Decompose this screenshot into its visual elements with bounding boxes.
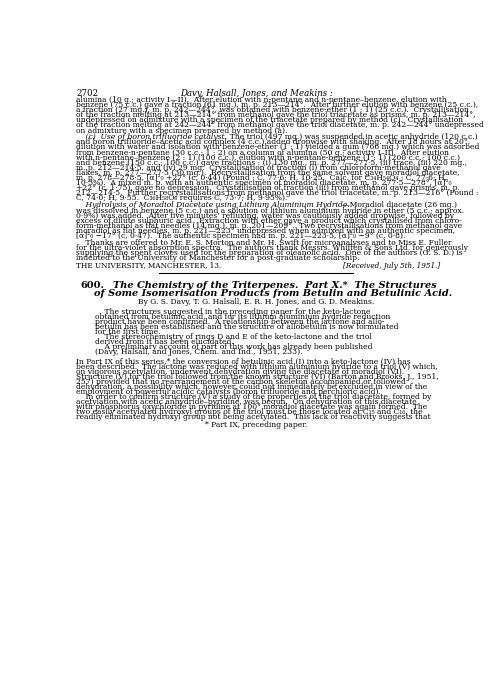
Text: a fraction (27 mg.), m. p. 242—244°, was obtained with benzene-ether (1 : 1) (25: a fraction (27 mg.), m. p. 242—244°, was… [76, 106, 469, 114]
Text: moradiol as flat needles, m. p. 221—223° undepressed when admixed with an authen: moradiol as flat needles, m. p. 221—223°… [76, 227, 455, 235]
Text: supplying the spent cloves used for the preparation of oleanolic acid.  One of t: supplying the spent cloves used for the … [76, 249, 463, 258]
Text: 212—214·5.  Further recrystallisations from methanol gave the triol triacetate, : 212—214·5. Further recrystallisations fr… [76, 189, 478, 197]
Text: acetylation with acetic anhydride–pyridine, was begun.  On dehydration of this d: acetylation with acetic anhydride–pyridi… [76, 398, 416, 406]
Text: 600.: 600. [80, 281, 104, 290]
Text: for the ultra-violet absorption spectra.  The authors thank Messrs. Whiffen & So: for the ultra-violet absorption spectra.… [76, 244, 468, 252]
Text: (Davy, Halsall, and Jones, Chem. and Ind., 1951, 233).: (Davy, Halsall, and Jones, Chem. and Ind… [96, 348, 303, 356]
Text: m. p. 278—278·5, [α]²₀ +27° (c, 0·44) (Found : C, 77·6; H, 10·25.  Calc. for C₃₄: m. p. 278—278·5, [α]²₀ +27° (c, 0·44) (F… [76, 174, 447, 182]
Text: betulin has been established and the structure of allobetulin is now formulated: betulin has been established and the str… [96, 323, 399, 331]
Text: with phosphorus oxychloride in pyridine at 100° moradiol diacetate was again for: with phosphorus oxychloride in pyridine … [76, 403, 428, 411]
Text: for the first time.: for the first time. [96, 328, 161, 336]
Text: 0·9%) was added.  After five minutes’ refluxing, water was cautiously added drop: 0·9%) was added. After five minutes’ ref… [76, 212, 454, 220]
Text: A preliminary account of part of this work has already been published: A preliminary account of part of this wo… [96, 343, 373, 351]
Text: of Some Isomerisation Products from Betulin and Betulinic Acid.: of Some Isomerisation Products from Betu… [94, 289, 452, 298]
Text: of the fraction melting at 242—244° from methanol gave the triol diacetate, m. p: of the fraction melting at 242—244° from… [76, 121, 484, 129]
Text: readily eliminated hydroxyl group not being acetylated.  This lack of reactivity: readily eliminated hydroxyl group not be… [76, 413, 430, 422]
Text: on vigorous acetylation, underwent dehydration giving the diacetate of moradiol : on vigorous acetylation, underwent dehyd… [76, 367, 404, 376]
Text: dilution with water and isolation with benzene-ether (1 : 1) yielded a gum (766 : dilution with water and isolation with b… [76, 143, 479, 152]
Text: The stereochemistry of rings D and E of the keto-lactone and the triol: The stereochemistry of rings D and E of … [96, 333, 372, 341]
Text: The structures suggested in the preceding paper for the keto-lactone: The structures suggested in the precedin… [96, 308, 371, 315]
Text: indebted to the University of Manchester for a post-graduate scholarship.: indebted to the University of Manchester… [76, 255, 360, 262]
Text: By G. S. Davy, T. G. Halsall, E. R. H. Jones, and G. D. Meakins.: By G. S. Davy, T. G. Halsall, E. R. H. J… [138, 299, 374, 306]
Text: of the fraction melting at 213—214° from methanol gave the triol triacetate as p: of the fraction melting at 213—214° from… [76, 111, 475, 119]
Text: on admixture with a specimen prepared by method (a).: on admixture with a specimen prepared by… [76, 127, 288, 134]
Text: Thanks are offered to Mr. E. S. Morton and Mr. H. Swift for microanalyses and to: Thanks are offered to Mr. E. S. Morton a… [76, 239, 452, 247]
Text: Structure (V) for the triol followed from the known structure (VI) (Barton and B: Structure (V) for the triol followed fro… [76, 373, 439, 381]
Text: flakes, m. p. 277—277·5 (30 mg.).  Recrystallisation from the same solvent gave : flakes, m. p. 277—277·5 (30 mg.). Recrys… [76, 169, 460, 177]
Text: employment of powerful acidic catalysts (boron trifluoride and perchloric acid).: employment of powerful acidic catalysts … [76, 388, 381, 396]
Text: with n-pentane–benzene (2 : 1) (100 c.c.), elution with n-pentane-benzene (1 : 1: with n-pentane–benzene (2 : 1) (100 c.c.… [76, 154, 460, 161]
Text: Hydrolysis of Moradiol Diacetate using Lithium Aluminium Hydride.: Hydrolysis of Moradiol Diacetate using L… [76, 201, 350, 209]
Text: 257) provided that no rearrangement of the carbon skeleton accompanied or follow: 257) provided that no rearrangement of t… [76, 378, 406, 386]
Text: The triol (497 mg.) was suspended in acetic anhydride (120 c.c.): The triol (497 mg.) was suspended in ace… [226, 134, 478, 141]
Text: two easily acetylated hydroxyl groups of the triol must be those located at C₁₅ : two easily acetylated hydroxyl groups of… [76, 409, 422, 416]
Text: * Part IX, preceding paper.: * Part IX, preceding paper. [205, 420, 308, 429]
Text: 10·3%).  A mixed m. p. with an authentic specimen of moradiol diacetate, m. p. 2: 10·3%). A mixed m. p. with an authentic … [76, 179, 452, 187]
Text: [Received, July 5th, 1951.]: [Received, July 5th, 1951.] [343, 262, 440, 269]
Text: was dissolved in benzene (5 c.c.) and a solution of lithium aluminium hydride in: was dissolved in benzene (5 c.c.) and a … [76, 207, 464, 214]
Text: 2702: 2702 [76, 89, 98, 98]
Text: excess of dilute sulphuric acid.  Extraction with ether gave a product which cry: excess of dilute sulphuric acid. Extract… [76, 216, 462, 225]
Text: benzene (75 c.c.) gave a fraction (61 mg.), m. p. 213—214°.  After further eluti: benzene (75 c.c.) gave a fraction (61 mg… [76, 101, 478, 109]
Text: product have been confirmed.  A relationship between the lactone and allo-: product have been confirmed. A relations… [96, 318, 385, 326]
Text: Davy, Halsall, Jones, and Meakins :: Davy, Halsall, Jones, and Meakins : [180, 89, 332, 98]
Text: [α]²₀ −17° (c, 0·47).  The authentic specimen had m. p. 221—223·5, [α]²₀ −9° (c,: [α]²₀ −17° (c, 0·47). The authentic spec… [76, 232, 406, 240]
Text: from benzene-n-pentane (30 c.c.; 1 : 2) on a column of alumina (50 g.; activity : from benzene-n-pentane (30 c.c.; 1 : 2) … [76, 148, 449, 157]
Text: The Chemistry of the Triterpenes.  Part X.*  The Structures: The Chemistry of the Triterpenes. Part X… [113, 281, 436, 290]
Text: and benzene (150 c.c.; 100 c.c.) gave fractions : (i) 130 mg., m. p. 277—277·5, : and benzene (150 c.c.; 100 c.c.) gave fr… [76, 159, 467, 167]
Text: dehydration, a possibility which, however, could not immediately be excluded in : dehydration, a possibility which, howeve… [76, 383, 428, 391]
Text: and boron trifluoride–acetic acid complex (4 c.c.) added dropwise with shaking. : and boron trifluoride–acetic acid comple… [76, 139, 470, 146]
Text: obtained from betulinic acid, and for its lithium aluminium hydride reduction: obtained from betulinic acid, and for it… [96, 313, 391, 321]
Text: In order to confirm structure (V) a study of the properties of the triol diaceta: In order to confirm structure (V) a stud… [76, 393, 432, 401]
Text: m. p. 212—214·5, and (iv) 29 mg.  Crystallisation of fraction (i) from chlorofor: m. p. 212—214·5, and (iv) 29 mg. Crystal… [76, 164, 441, 172]
Text: alumina (10 g.; activity I—II).  After elution with n-pentane and n-pentane–benz: alumina (10 g.; activity I—II). After el… [76, 96, 447, 104]
Text: THE UNIVERSITY, MANCHESTER, 13.: THE UNIVERSITY, MANCHESTER, 13. [76, 262, 221, 269]
Text: form-methanol as flat needles (14 mg.), m. p. 201—209°.  Two recrystallisations : form-methanol as flat needles (14 mg.), … [76, 222, 462, 230]
Text: undepressed on admixture with a specimen of the triacetate prepared by method (c: undepressed on admixture with a specimen… [76, 116, 463, 125]
Text: derived from it has been elucidated.: derived from it has been elucidated. [96, 338, 234, 346]
Text: —Moradiol diacetate (26 mg.): —Moradiol diacetate (26 mg.) [342, 201, 456, 209]
Text: (c)  Use of boron trifluoride catalyst.: (c) Use of boron trifluoride catalyst. [76, 134, 227, 141]
Text: In Part IX of this series,* the conversion of betulinic acid (I) into a keto-lac: In Part IX of this series,* the conversi… [76, 358, 411, 365]
Text: C, 74·0; H, 9·55.  C₃₆H₅₈O₆ requires C, 73·7; H, 9·95%).: C, 74·0; H, 9·55. C₃₆H₅₈O₆ requires C, 7… [76, 194, 288, 203]
Text: +22° (c, 1·75), gave no depression.  Crystallisation of fraction (iii) from meth: +22° (c, 1·75), gave no depression. Crys… [76, 184, 460, 192]
Text: been described.  The lactone was reduced with lithium aluminium hydride to a tri: been described. The lactone was reduced … [76, 363, 438, 371]
